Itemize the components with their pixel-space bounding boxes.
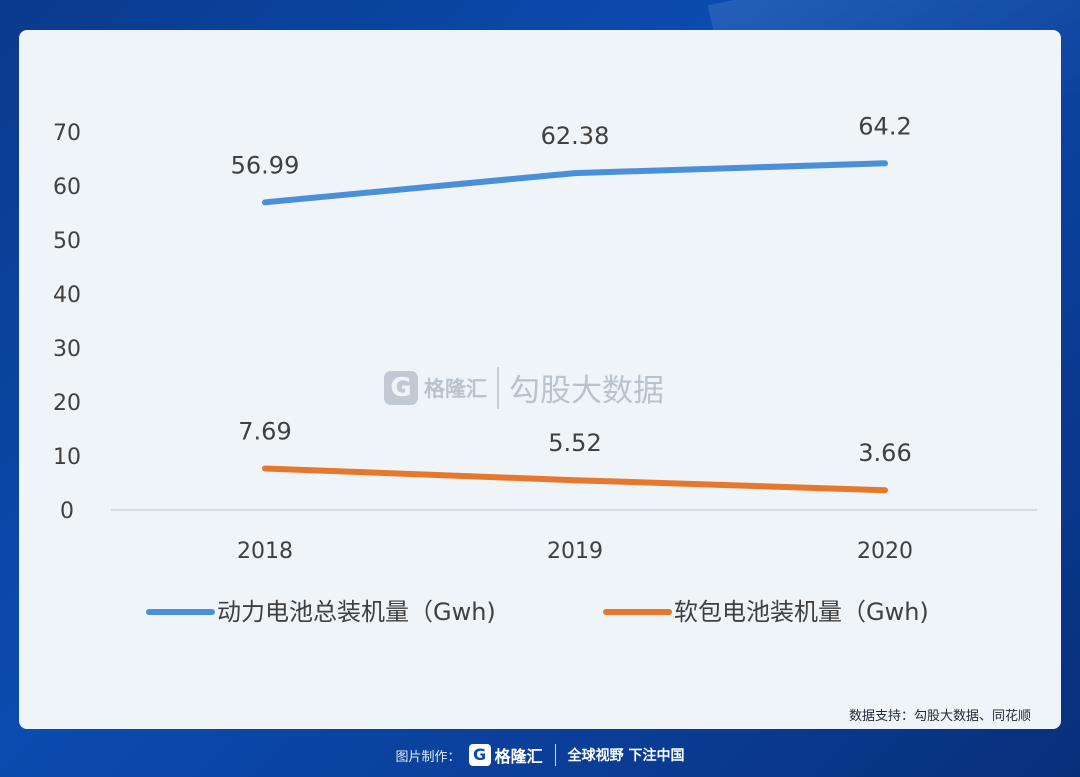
y-tick-label: 30 bbox=[53, 337, 81, 362]
footer-logo-icon: G bbox=[468, 744, 491, 766]
series-line-2 bbox=[262, 465, 888, 494]
footer: 图片制作： G 格隆汇 全球视野 下注中国 bbox=[0, 738, 1080, 772]
watermark-divider bbox=[497, 366, 499, 409]
x-tick-label: 2020 bbox=[857, 539, 913, 564]
legend-label-1: 动力电池总装机量（Gwh) bbox=[217, 598, 496, 626]
watermark: G 格隆汇 勾股大数据 bbox=[384, 365, 664, 410]
x-tick-label: 2018 bbox=[237, 539, 293, 564]
watermark-source: 勾股大数据 bbox=[509, 373, 664, 409]
x-tick-label: 2019 bbox=[547, 539, 603, 564]
y-tick-label: 50 bbox=[53, 229, 81, 254]
watermark-logo-icon: G bbox=[384, 370, 418, 405]
footer-label: 图片制作： bbox=[395, 749, 461, 765]
data-label: 62.38 bbox=[541, 122, 610, 150]
footer-slogan: 全球视野 下注中国 bbox=[567, 748, 685, 764]
footer-brand: 格隆汇 bbox=[494, 747, 543, 766]
data-label: 5.52 bbox=[548, 429, 601, 457]
watermark-brand: 格隆汇 bbox=[424, 376, 487, 401]
legend-label-2: 软包电池装机量（Gwh) bbox=[674, 598, 929, 626]
data-source-note: 数据支持：勾股大数据、同花顺 bbox=[848, 709, 1031, 724]
line-chart: 0 10 20 30 40 50 60 70 2018 2019 2020 56.99 62.38 64.… bbox=[53, 112, 1037, 626]
data-label: 3.66 bbox=[858, 439, 911, 467]
data-label: 56.99 bbox=[231, 151, 300, 179]
y-tick-label: 0 bbox=[60, 499, 74, 524]
data-label: 7.69 bbox=[238, 417, 291, 445]
y-tick-label: 40 bbox=[53, 283, 81, 308]
y-tick-label: 70 bbox=[53, 121, 81, 146]
footer-divider bbox=[554, 744, 556, 766]
chart-card: 0 10 20 30 40 50 60 70 2018 2019 2020 56.99 62.38 64.… bbox=[19, 30, 1061, 729]
y-tick-label: 60 bbox=[53, 175, 81, 200]
y-tick-label: 20 bbox=[53, 391, 81, 416]
y-tick-label: 10 bbox=[53, 445, 81, 470]
data-label: 64.2 bbox=[858, 112, 911, 140]
series-line-1 bbox=[262, 160, 888, 206]
